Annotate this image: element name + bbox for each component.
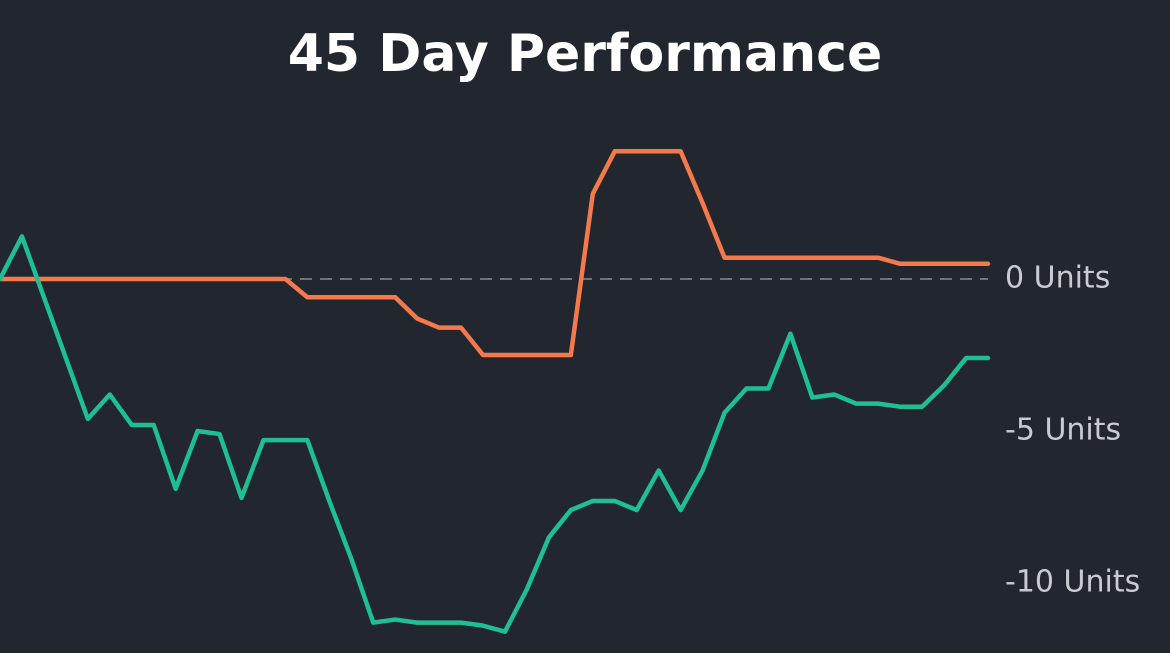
chart-title: 45 Day Performance [288,24,883,84]
y-tick-label: -10 Units [1005,565,1140,600]
y-tick-label: -5 Units [1005,413,1121,448]
series-line [0,149,991,358]
y-tick-label: 0 Units [1005,260,1110,295]
series-line [0,234,991,634]
